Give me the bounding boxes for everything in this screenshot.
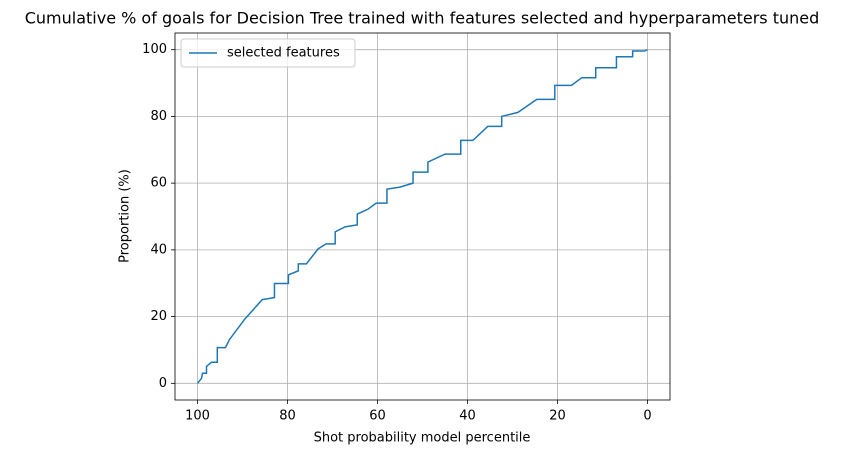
- y-tick-label: 40: [150, 242, 167, 257]
- y-tick-label: 80: [150, 109, 167, 124]
- x-axis-label: Shot probability model percentile: [314, 431, 531, 446]
- data-line: [196, 48, 648, 384]
- x-tick-label: 80: [279, 409, 296, 424]
- x-tick-label: 60: [369, 409, 386, 424]
- x-tick-label: 40: [459, 409, 476, 424]
- y-tick-label: 20: [150, 309, 167, 324]
- axes-frame: [174, 32, 671, 401]
- x-tick-label: 0: [643, 409, 651, 424]
- legend-box: [180, 38, 356, 68]
- x-tick-label: 100: [185, 409, 210, 424]
- y-tick-label: 60: [150, 176, 167, 191]
- y-axis-label: Proportion (%): [118, 169, 133, 263]
- y-tick-label: 0: [159, 376, 167, 391]
- chart-title: Cumulative % of goals for Decision Tree …: [25, 9, 820, 28]
- y-tick-label: 100: [142, 42, 167, 57]
- legend-label: selected features: [227, 46, 340, 61]
- x-tick-label: 20: [549, 409, 566, 424]
